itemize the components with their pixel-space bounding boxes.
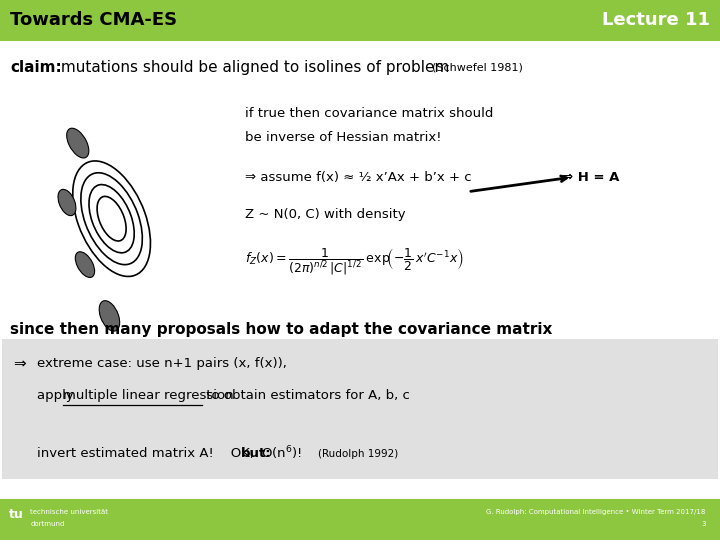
Text: ⇒ H = A: ⇒ H = A — [562, 171, 619, 184]
Text: apply: apply — [37, 389, 78, 402]
Text: extreme case: use n+1 pairs (x, f(x)),: extreme case: use n+1 pairs (x, f(x)), — [37, 357, 287, 370]
Text: multiple linear regression: multiple linear regression — [63, 389, 234, 402]
Text: mutations should be aligned to isolines of problem: mutations should be aligned to isolines … — [56, 60, 459, 75]
Text: dortmund: dortmund — [30, 521, 65, 527]
Text: G. Rudolph: Computational Intelligence • Winter Term 2017/18: G. Rudolph: Computational Intelligence •… — [486, 509, 706, 515]
Ellipse shape — [99, 301, 120, 331]
Ellipse shape — [89, 185, 134, 253]
Text: if true then covariance matrix should: if true then covariance matrix should — [245, 107, 493, 120]
Text: invert estimated matrix A!    OK,: invert estimated matrix A! OK, — [37, 447, 258, 460]
Text: ⇒ assume f(x) ≈ ½ x’Ax + b’x + c: ⇒ assume f(x) ≈ ½ x’Ax + b’x + c — [245, 171, 472, 184]
Text: Towards CMA-ES: Towards CMA-ES — [10, 11, 177, 29]
Text: O(n$^6$)!: O(n$^6$)! — [261, 445, 307, 462]
Text: since then many proposals how to adapt the covariance matrix: since then many proposals how to adapt t… — [10, 322, 552, 337]
Text: be inverse of Hessian matrix!: be inverse of Hessian matrix! — [245, 131, 441, 144]
Text: tu: tu — [9, 508, 23, 521]
Text: Z ~ N(0, C) with density: Z ~ N(0, C) with density — [245, 208, 405, 221]
Text: $f_Z(x) = \dfrac{1}{(2\pi)^{n/2}\,|C|^{1/2}}\;\mathrm{exp}\!\left(-\dfrac{1}{2}\: $f_Z(x) = \dfrac{1}{(2\pi)^{n/2}\,|C|^{1… — [245, 247, 464, 277]
Text: technische universität: technische universität — [30, 509, 108, 515]
Text: Lecture 11: Lecture 11 — [602, 11, 710, 29]
Text: claim:: claim: — [10, 60, 62, 75]
Ellipse shape — [97, 197, 126, 241]
Ellipse shape — [76, 252, 94, 278]
Text: to obtain estimators for A, b, c: to obtain estimators for A, b, c — [202, 389, 410, 402]
FancyBboxPatch shape — [0, 500, 720, 540]
Ellipse shape — [58, 190, 76, 215]
Ellipse shape — [67, 128, 89, 158]
Text: ⇒: ⇒ — [13, 356, 26, 372]
Ellipse shape — [73, 161, 150, 276]
Ellipse shape — [81, 173, 143, 265]
FancyBboxPatch shape — [2, 339, 718, 479]
Text: (Schwefel 1981): (Schwefel 1981) — [432, 63, 523, 72]
Text: but:: but: — [240, 447, 271, 460]
FancyBboxPatch shape — [0, 0, 720, 40]
Text: (Rudolph 1992): (Rudolph 1992) — [318, 449, 398, 458]
Text: 3: 3 — [701, 521, 706, 527]
